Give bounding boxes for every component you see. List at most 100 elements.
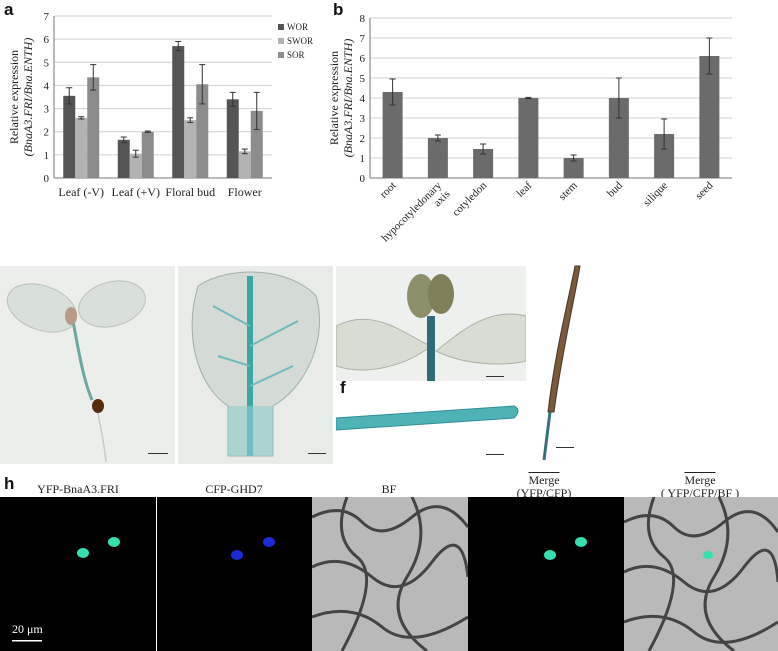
x-tick-label: root [378, 180, 399, 201]
merge-title-1: Merge [528, 473, 560, 487]
bar [141, 131, 154, 178]
photo-stem [336, 396, 526, 464]
micro-image-merge-yfp-cfp [468, 497, 624, 651]
micro-label-cfp: CFP-GHD7 [205, 482, 263, 496]
micro-label-merge-yfp-cfp: Merge (YFP/CFP) [466, 474, 622, 500]
bar [427, 138, 448, 178]
x-tick-label: leaf [514, 179, 534, 199]
x-tick-label: silique [641, 180, 670, 209]
y-tick-label: 3 [44, 104, 50, 116]
photo-floral-bud [336, 266, 526, 381]
y-axis-label-line1: Relative expression [330, 51, 341, 145]
legend-swatch [278, 38, 284, 44]
y-axis-label: Relative expression(BnaA3.FRI/Bna.ENTH) [7, 38, 35, 157]
legend-swatch [278, 52, 284, 58]
bar [172, 46, 185, 179]
bar [184, 120, 197, 178]
panel-label-b: b [333, 0, 344, 19]
stem-illustration [336, 405, 519, 455]
micro-label-merge-all: Merge ( YFP/CFP/BF ) [622, 474, 778, 500]
bar [563, 158, 584, 178]
x-tick-label: Leaf (-V) [58, 185, 104, 199]
nucleus-merge-all-1 [703, 551, 713, 559]
y-axis-label-line2: (BnaA3.FRI/Bna.ENTH) [341, 39, 355, 158]
micro-image-merge-all [624, 497, 778, 651]
legend-label: SWOR [287, 36, 313, 46]
micro-image-yfp: 20 μm [0, 497, 156, 651]
silique-illustration [542, 265, 581, 461]
bar [654, 134, 675, 178]
y-axis-label-line2: (BnaA3.FRI/Bna.ENTH) [21, 38, 35, 157]
x-tick-label: Floral bud [165, 185, 215, 199]
legend-label: SOR [287, 50, 305, 60]
x-tick-label-line: silique [641, 180, 670, 209]
bar [226, 99, 239, 178]
panel-label-a: a [4, 0, 14, 19]
bar [238, 151, 251, 178]
chart-b-expression-tissues: Relative expression(BnaA3.FRI/Bna.ENTH) 0… [330, 13, 732, 244]
x-tick-label-line: seed [693, 179, 716, 202]
y-tick-label: 2 [360, 133, 366, 145]
merge-title-2: Merge [684, 473, 716, 487]
y-tick-label: 5 [360, 73, 366, 85]
bar [250, 110, 263, 178]
bar [75, 117, 88, 178]
y-axis-label: Relative expression(BnaA3.FRI/Bna.ENTH) [330, 39, 355, 158]
y-axis-label-line1: Relative expression [7, 50, 21, 144]
bar [196, 84, 209, 178]
nucleus-merge-1 [544, 550, 556, 560]
y-tick-label: 3 [360, 113, 366, 125]
scale-bar-label: 20 μm [12, 622, 43, 636]
seedling-illustration [6, 280, 168, 463]
y-tick-label: 1 [360, 153, 366, 165]
bar [117, 139, 130, 178]
bar [129, 153, 142, 178]
x-tick-label: cotyledon [450, 179, 490, 219]
y-tick-label: 7 [44, 11, 50, 23]
panel-label-h: h [4, 474, 15, 493]
legend-label: WOR [287, 22, 308, 32]
nucleus-merge-2 [575, 537, 587, 547]
bar [382, 92, 403, 178]
x-tick-label: stem [557, 179, 580, 202]
bar [608, 98, 629, 178]
y-tick-label: 2 [44, 127, 50, 139]
bar [473, 149, 494, 178]
y-tick-label: 4 [360, 93, 366, 105]
bar [518, 98, 539, 178]
x-tick-label: bud [605, 179, 626, 200]
nucleus-yfp-1 [77, 548, 89, 558]
x-tick-label-line: bud [605, 179, 626, 200]
y-tick-label: 1 [44, 150, 50, 162]
y-tick-label: 5 [44, 57, 50, 69]
legend-swatch [278, 24, 284, 30]
micro-image-bf [312, 497, 468, 651]
x-tick-label-line: leaf [514, 179, 534, 199]
x-tick-label-line: root [378, 180, 399, 201]
y-tick-label: 7 [360, 33, 366, 45]
x-tick-label: Flower [228, 185, 262, 199]
y-tick-label: 0 [44, 173, 50, 185]
bar [63, 95, 76, 178]
y-tick-label: 6 [360, 53, 366, 65]
x-tick-label: Leaf (+V) [112, 185, 160, 199]
nucleus-cfp-1 [231, 550, 243, 560]
y-tick-label: 8 [360, 13, 366, 25]
photo-leaf [178, 266, 333, 464]
x-tick-label-line: cotyledon [450, 179, 490, 219]
micro-label-bf: BF [381, 482, 397, 496]
x-tick-label: seed [693, 179, 716, 202]
photo-silique [530, 262, 600, 462]
merge-subtitle-2: ( YFP/CFP/BF ) [660, 486, 740, 500]
merge-subtitle-1: (YFP/CFP) [516, 486, 572, 500]
y-tick-label: 4 [44, 80, 50, 92]
panel-label-f: f [340, 378, 346, 397]
y-tick-label: 0 [360, 173, 366, 185]
nucleus-cfp-2 [263, 537, 275, 547]
photo-seedling [0, 266, 175, 464]
y-tick-label: 6 [44, 34, 50, 46]
nucleus-yfp-2 [108, 537, 120, 547]
micro-image-cfp [157, 497, 313, 651]
bud-illustration [336, 274, 526, 381]
bar [87, 77, 100, 178]
